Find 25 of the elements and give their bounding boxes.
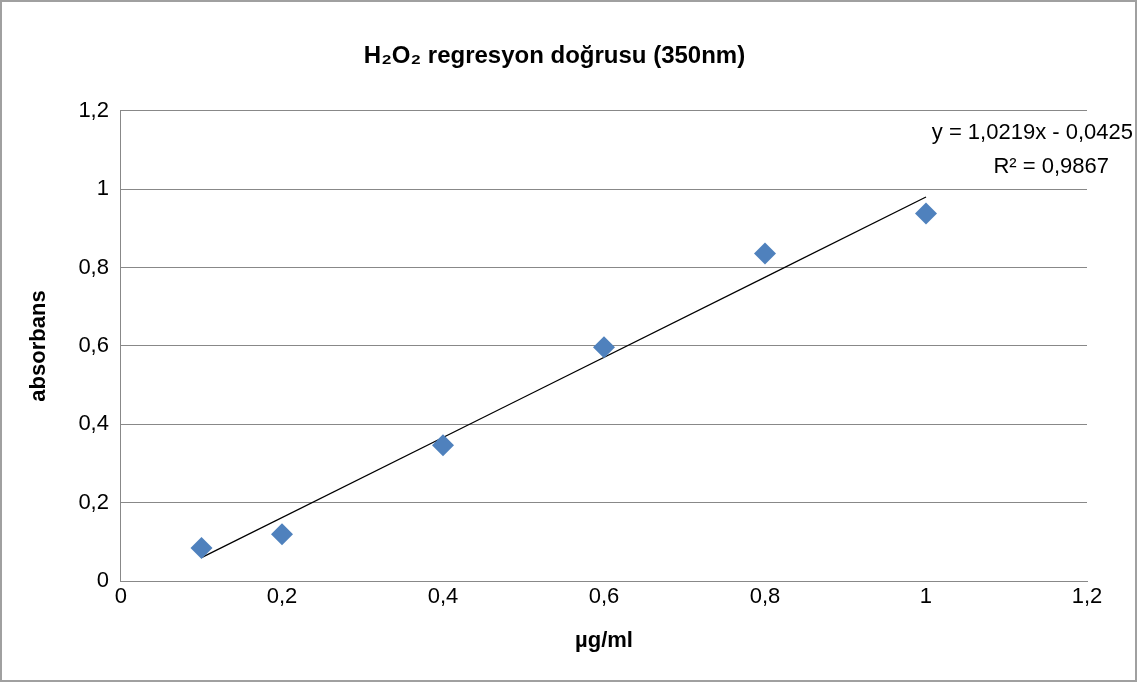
x-tick-label: 1,2: [1071, 583, 1103, 609]
x-tick-label: 0,6: [588, 583, 620, 609]
x-axis-title: µg/ml: [575, 626, 633, 652]
x-tick-label: 0: [114, 583, 128, 609]
y-tick-label: 1: [96, 175, 109, 201]
point: [431, 434, 454, 457]
y-tick-label: 1,2: [78, 96, 109, 122]
y-tick-label: 0,6: [78, 332, 109, 358]
point: [915, 202, 937, 225]
point: [270, 523, 293, 546]
point: [592, 336, 615, 359]
x-tick-label: 1: [919, 583, 933, 609]
y-tick-label: 0,8: [78, 253, 109, 279]
chart-title: H₂O₂ regresyon doğrusu (350nm): [363, 41, 746, 69]
annotation: R² = 0,9867: [993, 152, 1109, 178]
y-tick-label: 0: [96, 567, 109, 593]
x-tick-label: 0,8: [749, 583, 781, 609]
point: [753, 242, 776, 265]
y-tick-label: 0,2: [78, 488, 109, 514]
y-tick-label: 0,4: [78, 410, 109, 436]
annotation: y = 1,0219x - 0,0425: [931, 118, 1133, 144]
x-tick-label: 0,4: [427, 583, 459, 609]
point: [190, 536, 213, 559]
y-axis-title: absorbans: [25, 290, 51, 402]
x-tick-label: 0,2: [266, 583, 298, 609]
